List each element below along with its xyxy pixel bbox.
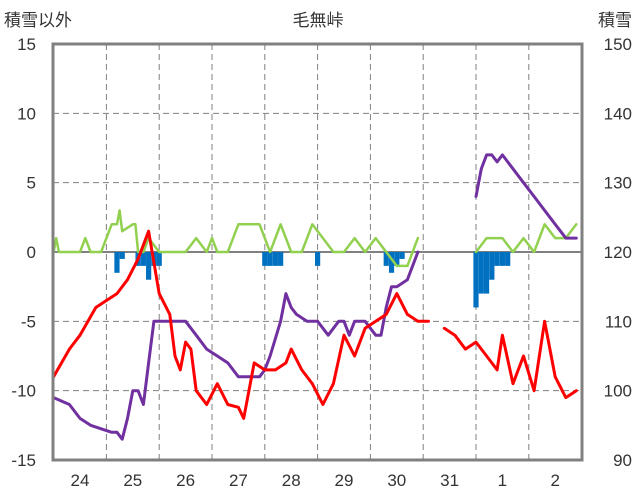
precipitation-bar bbox=[473, 252, 479, 308]
right-tick-label: 90 bbox=[613, 451, 632, 470]
snow_depth-line bbox=[52, 153, 578, 441]
left-tick-label: 10 bbox=[17, 104, 36, 123]
precipitation-bar bbox=[494, 252, 500, 266]
plot-border bbox=[51, 42, 584, 462]
temperature-line bbox=[52, 229, 578, 420]
right-axis: 150 140 130 120 110 100 90 bbox=[604, 35, 632, 470]
left-tick-label: -15 bbox=[11, 451, 36, 470]
left-tick-label: -10 bbox=[11, 382, 36, 401]
x-tick-label: 25 bbox=[123, 471, 142, 490]
right-axis-title: 積雪 bbox=[598, 11, 632, 30]
x-tick-label: 31 bbox=[440, 471, 459, 490]
x-tick-label: 26 bbox=[176, 471, 195, 490]
x-tick-label: 1 bbox=[498, 471, 507, 490]
precipitation-bar bbox=[267, 252, 273, 266]
plot-area bbox=[52, 153, 578, 441]
precipitation-bar bbox=[315, 252, 321, 266]
precipitation-bar bbox=[140, 252, 146, 266]
precipitation-bar bbox=[489, 252, 495, 280]
precipitation-bar bbox=[262, 252, 268, 266]
precipitation-bar bbox=[478, 252, 484, 294]
right-tick-label: 100 bbox=[604, 382, 632, 401]
left-axis-title: 積雪以外 bbox=[4, 11, 72, 30]
x-tick-label: 24 bbox=[71, 471, 90, 490]
precipitation-bar bbox=[278, 252, 284, 266]
precipitation-bar bbox=[399, 252, 405, 259]
precipitation-bar bbox=[505, 252, 511, 266]
x-tick-label: 27 bbox=[229, 471, 248, 490]
x-tick-label: 30 bbox=[387, 471, 406, 490]
precipitation-bar bbox=[383, 252, 389, 266]
x-tick-label: 2 bbox=[550, 471, 559, 490]
precipitation-bar bbox=[146, 252, 152, 280]
right-tick-label: 150 bbox=[604, 35, 632, 54]
right-tick-label: 140 bbox=[604, 104, 632, 123]
left-axis: 15 10 5 0 -5 -10 -15 bbox=[11, 35, 36, 470]
right-tick-label: 120 bbox=[604, 243, 632, 262]
right-tick-label: 130 bbox=[604, 174, 632, 193]
x-tick-label: 28 bbox=[282, 471, 301, 490]
wind-line bbox=[52, 209, 578, 268]
x-axis: 24 25 26 27 28 29 30 31 1 2 bbox=[71, 471, 560, 490]
left-tick-label: 15 bbox=[17, 35, 36, 54]
precipitation-bar bbox=[114, 252, 120, 273]
right-tick-label: 110 bbox=[605, 312, 632, 331]
precipitation-bar bbox=[483, 252, 490, 294]
chart-title: 毛無峠 bbox=[293, 11, 344, 30]
plot-frame bbox=[51, 42, 584, 462]
precipitation-bar bbox=[272, 252, 278, 266]
left-tick-label: -5 bbox=[21, 312, 36, 331]
left-tick-label: 0 bbox=[27, 243, 36, 262]
precipitation-bar bbox=[394, 252, 400, 266]
precipitation-bar bbox=[119, 252, 125, 259]
x-tick-label: 29 bbox=[335, 471, 354, 490]
precipitation-bar bbox=[499, 252, 505, 266]
left-tick-label: 5 bbox=[27, 174, 36, 193]
precipitation-bar bbox=[388, 252, 395, 273]
precipitation-bar bbox=[156, 252, 162, 266]
